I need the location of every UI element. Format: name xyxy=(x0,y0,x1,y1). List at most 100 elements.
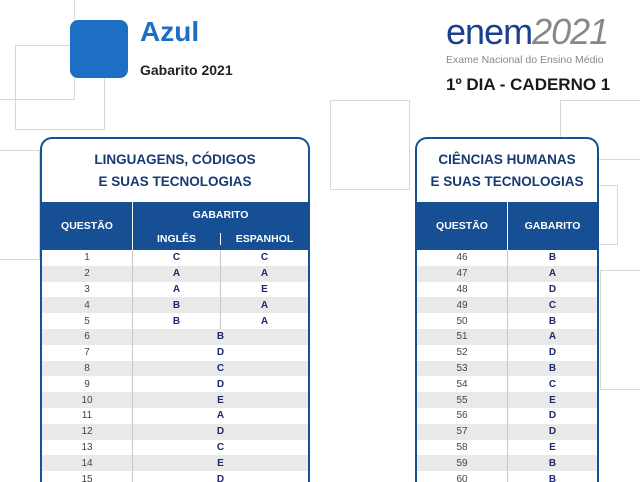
table-row: 13 C xyxy=(42,439,308,456)
answer-table-humanas: CIÊNCIAS HUMANAS E SUAS TECNOLOGIAS QUEST… xyxy=(415,137,599,482)
answer: B xyxy=(507,360,597,377)
answer: E xyxy=(507,392,597,408)
answer: E xyxy=(507,439,597,456)
question-number: 1 xyxy=(84,252,90,264)
question-number: 14 xyxy=(81,457,93,469)
answer-table-linguagens: LINGUAGENS, CÓDIGOS E SUAS TECNOLOGIAS QU… xyxy=(40,137,310,482)
answer: B xyxy=(507,455,597,472)
answer: D xyxy=(507,407,597,424)
table-title: CIÊNCIAS HUMANAS E SUAS TECNOLOGIAS xyxy=(430,151,584,189)
table-row: 10 E xyxy=(42,392,308,408)
decor-frame xyxy=(600,270,640,390)
answer: C xyxy=(507,376,597,393)
table-header: QUESTÃO GABARITO xyxy=(417,202,597,250)
answer: D xyxy=(132,376,308,393)
answer: A xyxy=(507,265,597,282)
col-questao: QUESTÃO xyxy=(436,220,488,232)
question-number: 51 xyxy=(456,331,468,343)
table-row: 46 B xyxy=(417,250,597,266)
answer-espanhol: A xyxy=(220,265,308,282)
question-number: 4 xyxy=(84,299,90,311)
question-number: 5 xyxy=(84,315,90,327)
question-number: 46 xyxy=(456,252,468,264)
decor-frame xyxy=(560,100,640,160)
col-gabarito: GABARITO xyxy=(192,209,249,221)
question-number: 58 xyxy=(456,441,468,453)
table-title: LINGUAGENS, CÓDIGOS E SUAS TECNOLOGIAS xyxy=(94,151,256,189)
question-number: 15 xyxy=(81,473,93,482)
answer: C xyxy=(132,439,308,456)
answer: B xyxy=(507,250,597,266)
decor-frame xyxy=(15,45,105,130)
table-row: 51 A xyxy=(417,328,597,345)
answer: C xyxy=(132,360,308,377)
answer: A xyxy=(132,407,308,424)
table-row: 53 B xyxy=(417,360,597,377)
question-number: 56 xyxy=(456,410,468,422)
answer-espanhol: E xyxy=(220,281,308,298)
table-row: 12 D xyxy=(42,423,308,440)
question-number: 60 xyxy=(456,473,468,482)
question-number: 50 xyxy=(456,315,468,327)
question-number: 11 xyxy=(81,410,93,422)
question-number: 57 xyxy=(456,426,468,438)
table-row: 55 E xyxy=(417,392,597,408)
table-row: 49 C xyxy=(417,297,597,314)
answer-espanhol: C xyxy=(220,250,308,266)
booklet-color: Azul xyxy=(140,16,200,47)
question-number: 8 xyxy=(84,362,90,374)
question-number: 3 xyxy=(84,283,90,295)
answer: E xyxy=(132,455,308,472)
question-number: 59 xyxy=(456,457,468,469)
table-row: 56 D xyxy=(417,407,597,424)
answer: D xyxy=(507,281,597,298)
decor-frame xyxy=(330,100,410,190)
col-ingles: INGLÊS xyxy=(156,233,197,245)
day-label: 1º DIA - CADERNO 1 xyxy=(446,75,611,94)
question-number: 10 xyxy=(81,394,93,406)
answer-ingles: C xyxy=(132,250,220,266)
logo-subtitle: Exame Nacional do Ensino Médio xyxy=(446,54,604,66)
answer-ingles: B xyxy=(132,313,220,329)
question-number: 49 xyxy=(456,299,468,311)
answer-ingles: A xyxy=(132,265,220,282)
answer-espanhol: A xyxy=(220,313,308,329)
answer-ingles: A xyxy=(132,281,220,298)
table-row: 57 D xyxy=(417,423,597,440)
answer: D xyxy=(507,344,597,361)
question-number: 13 xyxy=(81,441,93,453)
table-row: 50 B xyxy=(417,313,597,329)
col-gabarito: GABARITO xyxy=(507,202,597,250)
answer-espanhol: A xyxy=(220,297,308,314)
question-number: 53 xyxy=(456,362,468,374)
answer: D xyxy=(132,344,308,361)
answer: A xyxy=(507,328,597,345)
table-row: 47 A xyxy=(417,265,597,282)
booklet-subtitle: Gabarito 2021 xyxy=(140,62,233,78)
table-row: 14 E xyxy=(42,455,308,472)
question-number: 7 xyxy=(84,347,90,359)
question-number: 6 xyxy=(84,331,90,343)
question-number: 2 xyxy=(84,268,90,280)
table-row: 48 D xyxy=(417,281,597,298)
question-number: 48 xyxy=(456,283,468,295)
decor-frame xyxy=(0,150,40,260)
table-row: 11 A xyxy=(42,407,308,424)
table-header: QUESTÃO GABARITO INGLÊS ESPANHOL xyxy=(42,202,308,250)
question-number: 55 xyxy=(456,394,468,406)
color-swatch xyxy=(70,20,128,78)
answer: D xyxy=(507,423,597,440)
answer-ingles: B xyxy=(132,297,220,314)
table-row: 59 B xyxy=(417,455,597,472)
answer: D xyxy=(132,423,308,440)
col-questao: QUESTÃO xyxy=(61,220,113,232)
question-number: 52 xyxy=(456,347,468,359)
